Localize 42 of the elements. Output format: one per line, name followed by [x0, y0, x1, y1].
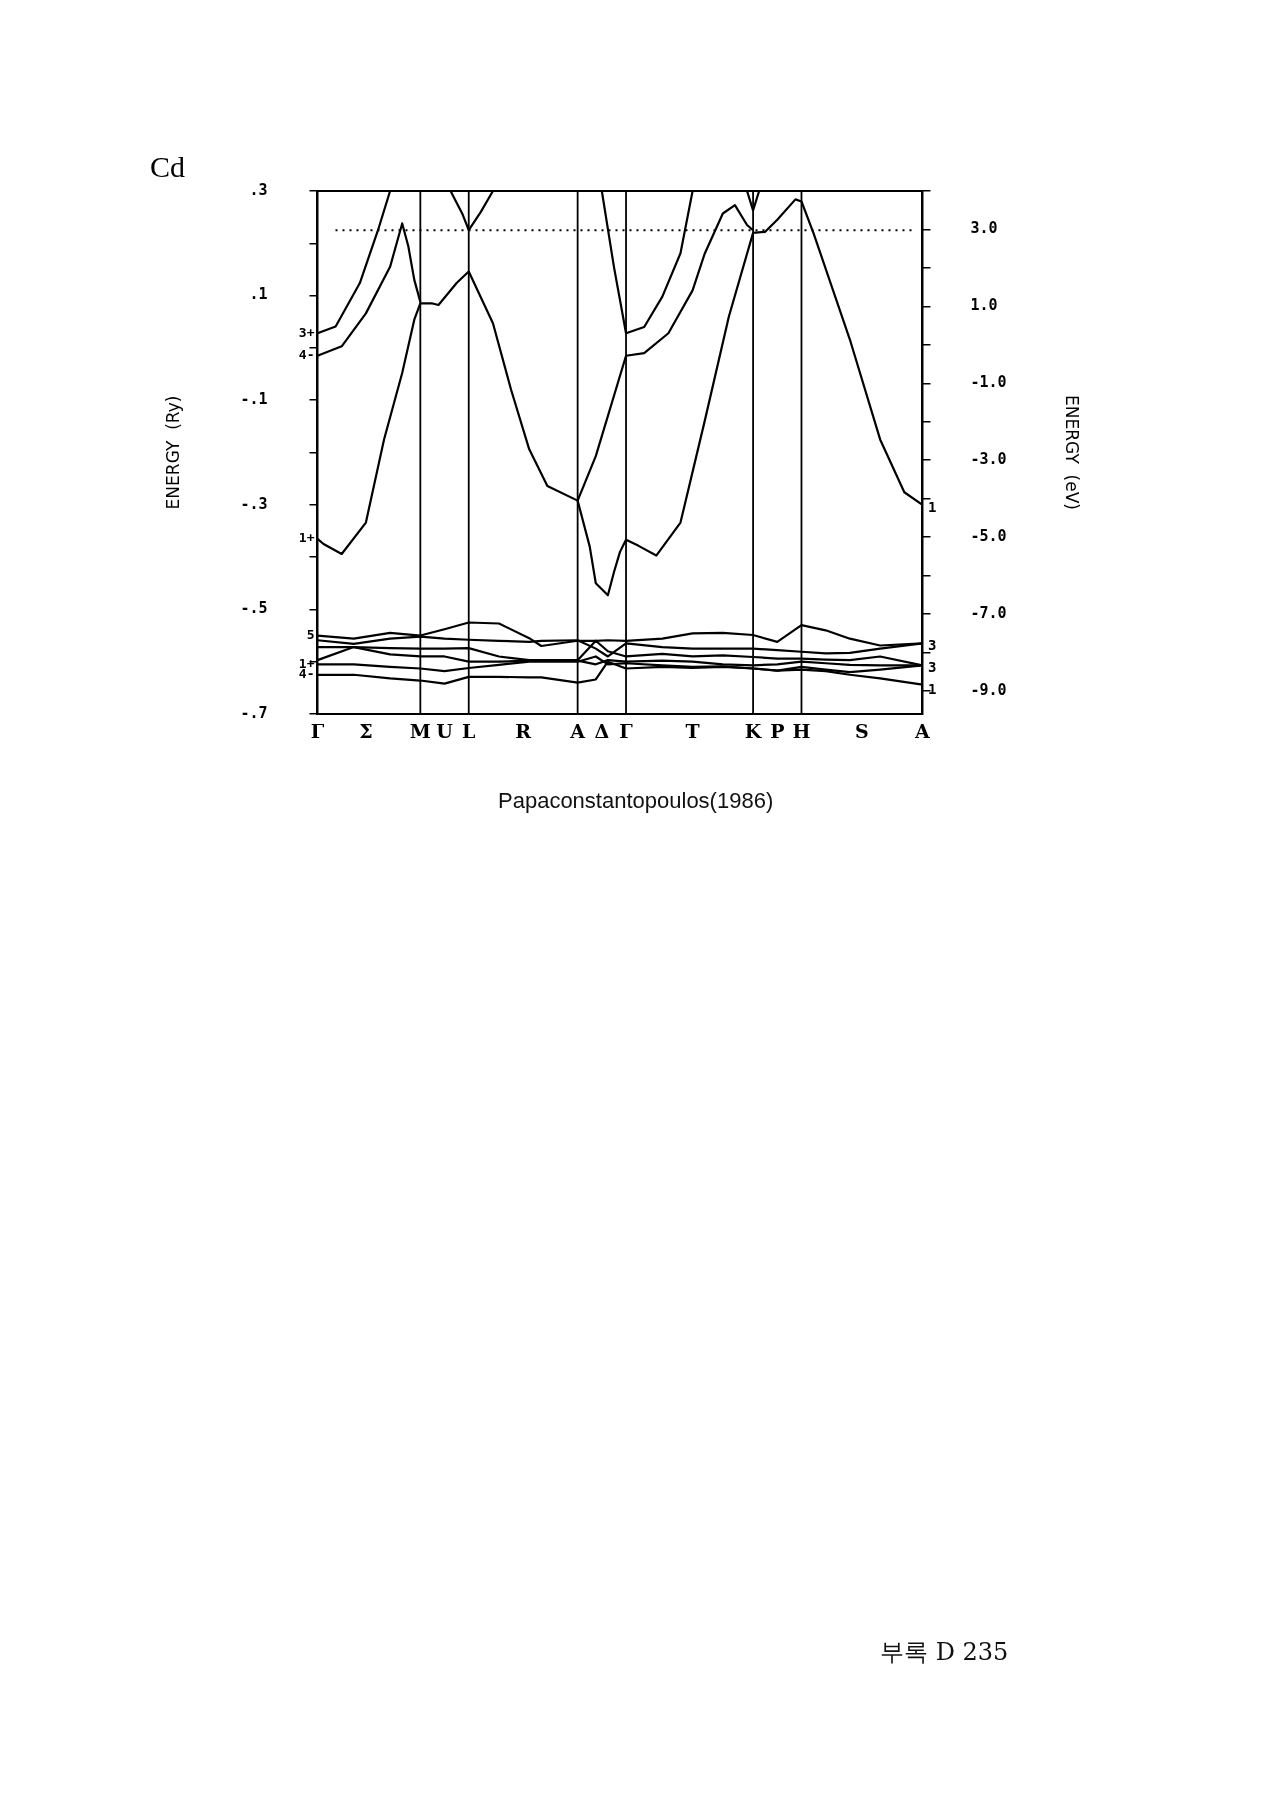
y2-tick-label: -1.0 — [970, 373, 1007, 392]
y-tick-label: -.3 — [240, 494, 268, 513]
x-tick-label: S — [855, 720, 869, 743]
y-tick-label: -.5 — [240, 599, 268, 618]
y-tick-label: .1 — [249, 285, 268, 304]
annotation: 5 — [306, 626, 315, 642]
x-tick-label: Γ — [310, 720, 325, 743]
chart-title: Cd — [150, 149, 186, 183]
text: 1 — [928, 681, 937, 697]
text: 부록 D 235 — [880, 1637, 1009, 1668]
text: Papaconstantopoulos(1986) — [498, 788, 774, 814]
x-tick-label: R — [515, 720, 532, 743]
x-tick-label: K — [744, 720, 763, 743]
y-tick-label: -.1 — [240, 390, 268, 409]
text: 3 — [928, 637, 937, 653]
y-tick-label: .3 — [249, 180, 268, 199]
y-tick-label: -.7 — [240, 703, 268, 722]
y2-tick-label: -3.0 — [970, 450, 1007, 469]
annotation: 4- — [298, 347, 315, 363]
x-tick-label: L — [462, 720, 476, 743]
text: 3 — [928, 659, 937, 675]
x-tick-label: A — [569, 720, 586, 743]
y2-axis-title: ENERGY (eV) — [1062, 395, 1083, 510]
y-axis-title: ENERGY (Ry) — [162, 395, 183, 510]
annotation: 4- — [298, 666, 315, 682]
x-tick-label: Σ — [359, 720, 373, 743]
annotation: 1+ — [298, 530, 315, 546]
x-tick-label: H — [792, 720, 811, 743]
x-tick-label: A — [914, 720, 931, 743]
x-tick-label: Δ — [594, 720, 610, 743]
x-tick-label: U — [436, 720, 454, 743]
x-tick-label: T — [685, 720, 700, 743]
y2-tick-label: 3.0 — [970, 219, 998, 238]
x-tick-label: M — [409, 720, 431, 743]
y2-tick-label: -7.0 — [970, 603, 1007, 622]
y2-tick-label: 1.0 — [970, 296, 998, 315]
y2-tick-label: -5.0 — [970, 526, 1007, 545]
annotation: 3+ — [298, 324, 315, 340]
text: 1 — [928, 499, 937, 515]
x-tick-label: P — [770, 720, 785, 743]
x-tick-label: Γ — [619, 720, 634, 743]
y2-tick-label: -9.0 — [970, 680, 1007, 699]
